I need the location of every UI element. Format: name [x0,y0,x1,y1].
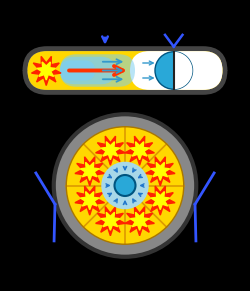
FancyBboxPatch shape [130,51,222,90]
Polygon shape [130,212,149,230]
Polygon shape [130,142,149,160]
FancyBboxPatch shape [60,57,115,84]
Circle shape [155,52,192,89]
Wedge shape [174,52,193,89]
FancyBboxPatch shape [60,54,135,87]
Polygon shape [75,186,104,215]
Circle shape [54,114,196,257]
FancyBboxPatch shape [28,51,222,90]
FancyBboxPatch shape [25,49,225,92]
Circle shape [101,162,149,209]
Polygon shape [80,162,99,180]
Polygon shape [32,56,61,86]
Polygon shape [80,191,99,210]
Polygon shape [101,142,120,160]
FancyBboxPatch shape [60,61,95,81]
Polygon shape [125,207,154,236]
Circle shape [114,175,136,196]
Polygon shape [146,186,175,215]
Polygon shape [96,136,125,165]
Polygon shape [37,62,56,80]
Polygon shape [101,212,120,230]
Polygon shape [125,136,154,165]
Polygon shape [96,207,125,236]
Polygon shape [75,157,104,186]
Polygon shape [151,162,170,180]
Polygon shape [151,191,170,210]
Polygon shape [146,157,175,186]
Circle shape [66,127,184,244]
